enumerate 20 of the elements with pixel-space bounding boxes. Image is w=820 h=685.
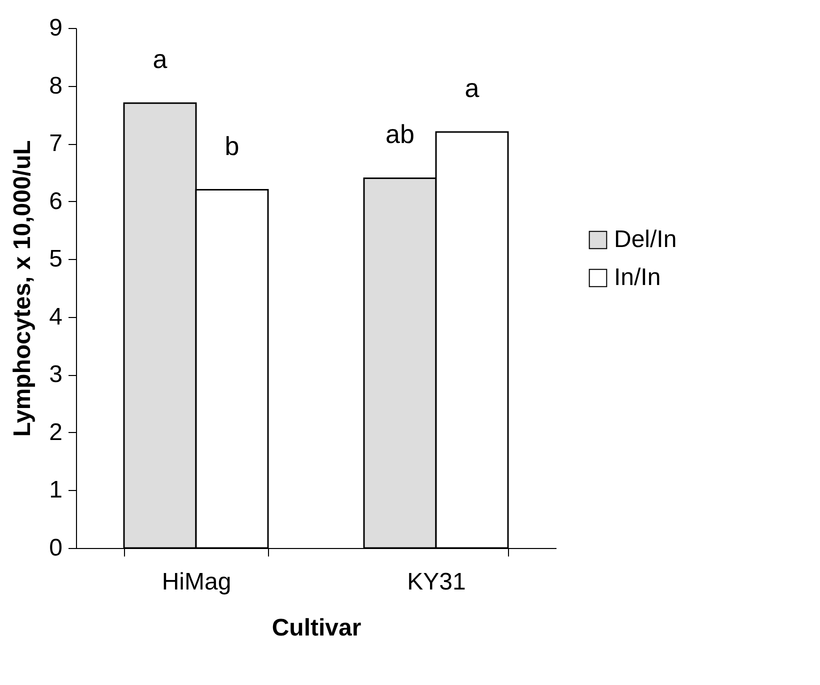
legend-label: In/In bbox=[614, 264, 661, 291]
y-axis-title: Lymphocytes, x 10,000/uL bbox=[9, 140, 36, 437]
annotation: b bbox=[224, 130, 240, 161]
y-tick-label: 0 bbox=[49, 534, 62, 562]
y-tick-label: 1 bbox=[49, 476, 62, 504]
x-tick-label: HiMag bbox=[162, 568, 232, 596]
y-tick-label: 9 bbox=[49, 14, 62, 42]
x-axis-title: Cultivar bbox=[272, 614, 362, 642]
y-tick-label: 6 bbox=[49, 188, 62, 215]
y-tick-label: 4 bbox=[49, 303, 62, 330]
y-tick-label: 5 bbox=[49, 246, 62, 273]
y-tick-label: 3 bbox=[49, 361, 62, 388]
y-tick-label: 8 bbox=[49, 72, 62, 100]
annotation: a bbox=[152, 44, 168, 74]
annotation: a bbox=[464, 73, 480, 103]
annotation: ab bbox=[386, 119, 414, 150]
y-tick-label: 7 bbox=[49, 130, 62, 158]
x-tick-label: KY31 bbox=[407, 568, 466, 596]
legend-label: Del/In bbox=[614, 226, 677, 253]
y-tick-label: 2 bbox=[49, 418, 62, 446]
